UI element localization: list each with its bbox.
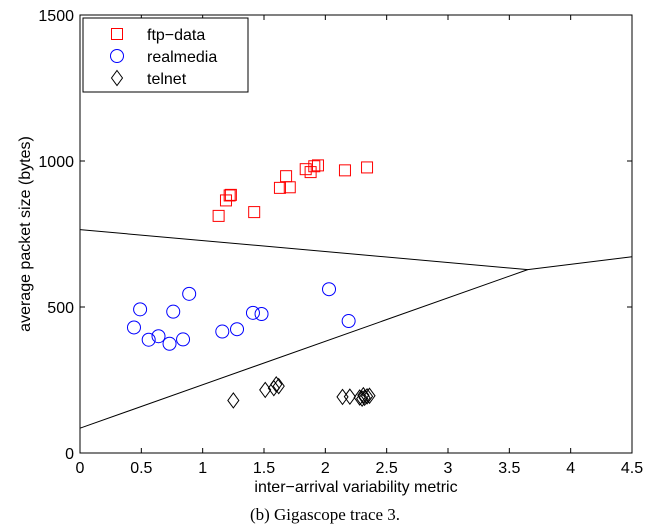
- square-point: [311, 159, 324, 172]
- diamond-point: [336, 388, 349, 406]
- diamond-point: [363, 387, 376, 405]
- circle-point: [151, 329, 166, 344]
- y-tick-label: 1500: [38, 8, 74, 25]
- circle-point: [245, 305, 260, 320]
- figure-caption: (b) Gigascope trace 3.: [249, 505, 401, 524]
- legend-square-marker: [111, 28, 123, 40]
- y-axis-label: average packet size (bytes): [17, 136, 34, 332]
- legend-label: telnet: [147, 71, 187, 88]
- x-tick-label: 2.5: [376, 460, 398, 477]
- square-point: [224, 188, 237, 201]
- diamond-point: [267, 379, 280, 397]
- square-point: [212, 209, 225, 222]
- square-point: [273, 181, 286, 194]
- boundary-line-2: [79, 269, 528, 429]
- circle-point: [215, 324, 230, 339]
- x-axis-label: inter−arrival variability metric: [254, 479, 457, 496]
- diamond-point: [358, 389, 371, 407]
- x-tick-label: 1.5: [253, 460, 275, 477]
- legend: ftp−data realmedia telnet: [82, 17, 249, 93]
- circle-point: [126, 320, 141, 335]
- y-tick-label: 0: [65, 446, 74, 463]
- legend-diamond-marker: [110, 69, 124, 87]
- x-tick-label: 0.5: [130, 460, 152, 477]
- x-tick-label: 2: [321, 460, 330, 477]
- circle-point: [322, 282, 337, 297]
- diamond-point: [227, 392, 240, 409]
- diamond-point: [270, 376, 283, 393]
- square-point: [338, 164, 351, 177]
- square-point: [308, 160, 321, 173]
- circle-point: [166, 304, 181, 319]
- circle-point: [230, 322, 245, 337]
- x-tick-label: 3.5: [498, 460, 520, 477]
- scatter-chart: 0 0.5 1 1.5 2 2.5 3 3.5 4 4.5 0 500 1000 1500 inter−a…: [17, 8, 643, 496]
- diamond-point: [272, 377, 285, 395]
- circle-point: [133, 302, 148, 317]
- legend-label: realmedia: [147, 49, 217, 66]
- y-tick-label: 1000: [38, 154, 74, 171]
- square-point: [223, 189, 236, 202]
- square-point: [248, 206, 261, 219]
- x-tick-label: 4: [566, 460, 575, 477]
- axis-ticks: 0 0.5 1 1.5 2 2.5 3 3.5 4 4.5 0 500 1000 1500: [38, 8, 643, 477]
- square-point: [299, 163, 312, 176]
- boundary-line-1: [79, 229, 633, 271]
- circle-point: [341, 314, 356, 329]
- decision-boundaries: [79, 229, 633, 429]
- legend-label: ftp−data: [147, 27, 205, 44]
- y-tick-label: 500: [47, 300, 74, 317]
- plot-area: [79, 14, 633, 454]
- x-tick-label: 4.5: [621, 460, 643, 477]
- square-point: [361, 161, 374, 174]
- x-tick-label: 3: [444, 460, 453, 477]
- square-point: [283, 181, 296, 194]
- diamond-point: [360, 388, 374, 405]
- circle-point: [176, 332, 191, 347]
- diamond-point: [357, 386, 370, 404]
- circle-point: [141, 332, 156, 347]
- square-point: [280, 170, 293, 183]
- circle-point: [182, 286, 197, 301]
- circle-point: [254, 307, 269, 322]
- diamond-point: [353, 389, 366, 406]
- x-tick-label: 1: [198, 460, 207, 477]
- data-points: [126, 159, 376, 409]
- diamond-point: [343, 388, 356, 405]
- x-tick-label: 0: [76, 460, 85, 477]
- legend-circle-marker: [110, 49, 124, 63]
- circle-point: [162, 336, 177, 351]
